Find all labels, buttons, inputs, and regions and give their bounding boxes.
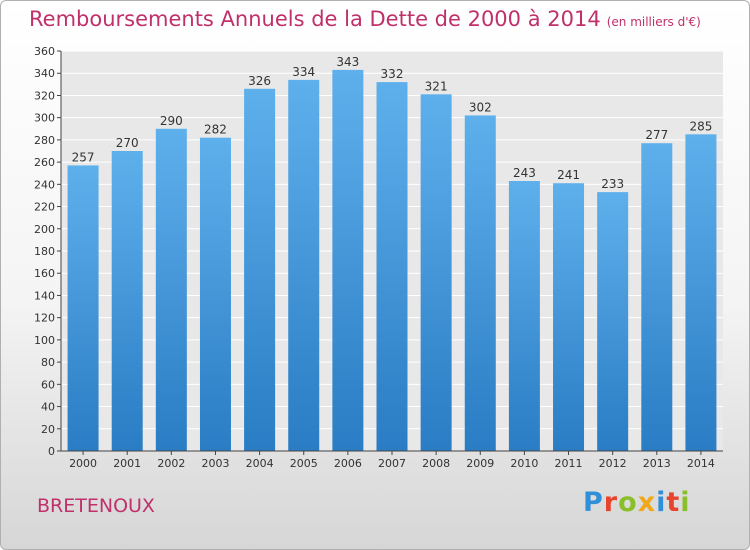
bar-2000	[67, 165, 99, 451]
x-tick-label-2012: 2012	[599, 457, 627, 470]
y-tick-label: 200	[34, 223, 55, 236]
bar-2013	[641, 143, 673, 451]
bar-2009	[464, 115, 496, 451]
y-tick-label: 140	[34, 289, 55, 302]
y-tick-label: 260	[34, 156, 55, 169]
y-tick-label: 100	[34, 334, 55, 347]
bar-2008	[420, 94, 452, 451]
data-label-2003: 282	[204, 123, 227, 137]
x-tick-label-2009: 2009	[466, 457, 494, 470]
x-tick-label-2007: 2007	[378, 457, 406, 470]
y-tick-label: 240	[34, 178, 55, 191]
data-label-2011: 241	[557, 168, 580, 182]
y-tick-label: 0	[48, 445, 55, 458]
chart-title: Remboursements Annuels de la Dette de 20…	[29, 7, 701, 31]
y-tick-label: 80	[41, 356, 55, 369]
bar-2005	[288, 79, 320, 451]
x-tick-label-2001: 2001	[113, 457, 141, 470]
bar-2011	[553, 183, 585, 451]
x-tick-label-2010: 2010	[510, 457, 538, 470]
bar-2001	[111, 151, 143, 451]
data-label-2004: 326	[248, 74, 271, 88]
data-label-2006: 343	[336, 55, 359, 69]
data-label-2000: 257	[72, 150, 95, 164]
y-tick-label: 40	[41, 401, 55, 414]
chart-unit: (en milliers d'€)	[606, 15, 701, 29]
bar-2012	[597, 192, 629, 451]
data-label-2007: 332	[381, 67, 404, 81]
y-tick-label: 320	[34, 89, 55, 102]
x-tick-label-2008: 2008	[422, 457, 450, 470]
y-tick-label: 300	[34, 112, 55, 125]
y-tick-label: 20	[41, 423, 55, 436]
y-tick-label: 360	[34, 45, 55, 58]
y-tick-label: 60	[41, 378, 55, 391]
x-tick-label-2005: 2005	[290, 457, 318, 470]
data-label-2010: 243	[513, 166, 536, 180]
y-tick-label: 120	[34, 312, 55, 325]
place-name: BRETENOUX	[37, 495, 155, 517]
bar-2014	[685, 134, 717, 452]
y-axis: 0 20 40 60 80 100 120 140 160 180 200 220 240 260 280 3…	[34, 45, 62, 458]
bar-2006	[332, 69, 364, 451]
x-axis: 2000 2001 2002 2003 2004 2005 2006 2007 2008 2009…	[61, 450, 723, 470]
data-label-2012: 233	[601, 177, 624, 191]
x-tick-label-2004: 2004	[246, 457, 274, 470]
x-tick-label-2000: 2000	[69, 457, 97, 470]
y-tick-label: 160	[34, 267, 55, 280]
y-tick-label: 340	[34, 67, 55, 80]
x-tick-label-2013: 2013	[643, 457, 671, 470]
y-tick-label: 220	[34, 201, 55, 214]
bar-2003	[199, 137, 231, 451]
data-label-2013: 277	[645, 128, 668, 142]
y-tick-label: 280	[34, 134, 55, 147]
x-tick-label-2003: 2003	[201, 457, 229, 470]
data-label-2002: 290	[160, 114, 183, 128]
data-label-2005: 334	[292, 65, 315, 79]
data-label-2014: 285	[689, 119, 712, 133]
data-label-2009: 302	[469, 100, 492, 114]
bar-2002	[155, 128, 187, 451]
x-tick-label-2002: 2002	[157, 457, 185, 470]
proxiti-logo: Proxiti	[583, 487, 691, 518]
x-tick-label-2014: 2014	[687, 457, 715, 470]
bar-2010	[508, 181, 540, 451]
data-label-2008: 321	[425, 79, 448, 93]
x-tick-label-2006: 2006	[334, 457, 362, 470]
data-label-2001: 270	[116, 136, 139, 150]
bar-2007	[376, 82, 408, 451]
bars: 257 270 290 282 326 334 343 332 321 302 243 241 233 2…	[67, 55, 717, 452]
chart-title-text: Remboursements Annuels de la Dette de 20…	[29, 7, 601, 31]
y-tick-label: 180	[34, 245, 55, 258]
bar-2004	[244, 88, 276, 452]
x-tick-label-2011: 2011	[555, 457, 583, 470]
